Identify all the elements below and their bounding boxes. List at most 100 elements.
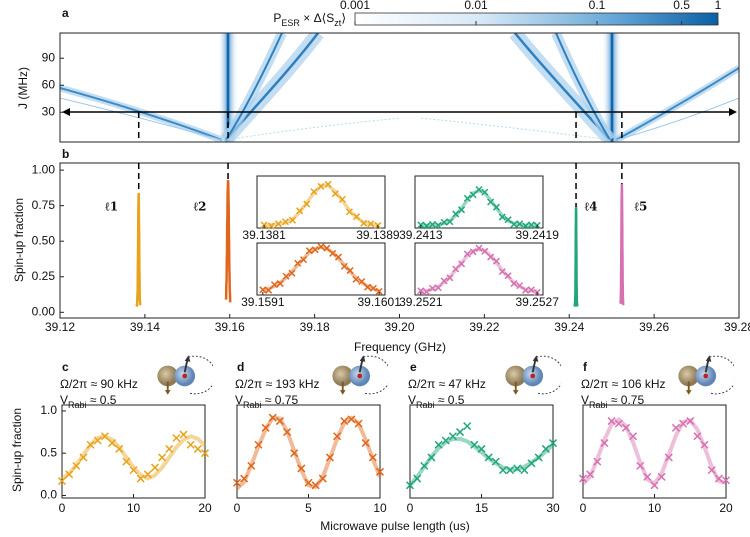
inset-point	[498, 268, 506, 276]
data-point	[664, 453, 673, 462]
y-tick-label: 1.0	[40, 403, 57, 417]
y-axis-label: Spin-up fraction	[12, 198, 26, 282]
y-tick-label: 0.00	[32, 304, 56, 318]
inset-point	[510, 280, 518, 288]
data-point	[297, 464, 306, 473]
data-point	[707, 466, 716, 475]
text-part: zt	[334, 18, 342, 28]
inset-point	[369, 284, 377, 292]
inset-point	[423, 222, 431, 230]
data-point	[686, 417, 695, 426]
data-point	[150, 463, 159, 472]
panel-label: a	[62, 6, 69, 20]
data-point	[290, 449, 299, 458]
inset-point	[346, 267, 354, 275]
inset-point	[282, 272, 290, 280]
inset-point	[353, 213, 361, 221]
inset-tick-label: 39.1601	[357, 295, 401, 309]
data-point	[578, 474, 588, 483]
data-point	[548, 439, 558, 448]
inset-point	[259, 286, 267, 294]
inset-point	[434, 221, 442, 229]
data-point	[232, 478, 242, 487]
data-point	[534, 453, 543, 462]
inset-point	[303, 200, 311, 208]
data-point	[275, 417, 284, 426]
x-tick-label: 0	[234, 501, 241, 515]
data-point	[311, 481, 320, 490]
data-point	[448, 432, 457, 441]
inset-point	[504, 216, 512, 224]
inset-point	[417, 287, 425, 295]
inset-point	[527, 286, 535, 294]
spin-icon	[504, 354, 561, 396]
spin-icon	[156, 354, 213, 396]
rabi-label: Ω/2π ≈ 106 kHz	[581, 377, 666, 391]
fit-line	[408, 436, 555, 487]
data-point	[143, 470, 152, 479]
inset-point	[440, 277, 448, 285]
inset-point	[463, 194, 471, 202]
data-point	[427, 453, 436, 462]
inset-point	[334, 253, 342, 261]
data-point	[240, 474, 249, 483]
data-point	[57, 477, 67, 486]
colorbar-tick-label: 0.01	[464, 0, 488, 12]
y-tick-label: 1.00	[32, 162, 56, 176]
data-point	[261, 423, 270, 432]
data-point	[172, 433, 181, 443]
inset-point	[487, 198, 495, 206]
data-point	[405, 481, 415, 490]
data-point	[693, 432, 702, 441]
data-point	[498, 466, 507, 475]
y-tick-label: 0.5	[40, 445, 57, 459]
inset-point	[428, 284, 436, 292]
heatmap	[60, 33, 739, 142]
data-point	[65, 470, 74, 479]
colorbar-tick-label: 1	[715, 0, 722, 12]
x-tick-label: 10	[127, 501, 141, 515]
data-point	[368, 453, 377, 462]
data-point	[650, 481, 659, 490]
data-point	[200, 449, 210, 458]
inset-point	[360, 219, 368, 227]
inset-point	[516, 282, 524, 290]
inset-point	[331, 190, 339, 198]
spin-icon	[331, 354, 388, 396]
data-point	[361, 439, 370, 448]
inset-point	[522, 222, 530, 230]
x-tick-label: 10	[648, 501, 662, 515]
data-point	[643, 472, 652, 481]
inset-point	[364, 283, 372, 291]
rabi-label: Ω/2π ≈ 193 kHz	[235, 377, 320, 391]
panel-label: d	[237, 360, 244, 374]
y-axis-label: Spin-up fraction	[10, 408, 24, 492]
x-tick-label: 0	[407, 501, 414, 515]
inset-point	[440, 218, 448, 226]
data-point	[179, 430, 188, 439]
spin-icon	[677, 354, 734, 396]
text-part: V	[581, 393, 589, 407]
data-point	[165, 444, 174, 453]
data-point	[621, 423, 630, 432]
inset-point	[296, 207, 304, 215]
data-point	[186, 440, 195, 449]
spectrum-peak	[619, 184, 625, 306]
inset-tick-label: 39.1591	[241, 295, 285, 309]
x-tick-label: 20	[719, 501, 733, 515]
x-tick-label: 0	[580, 501, 587, 515]
y-tick-label: 30	[42, 104, 56, 118]
x-axis-label: Microwave pulse length (us)	[320, 519, 469, 533]
data-point	[700, 440, 709, 449]
data-point	[193, 444, 202, 453]
data-point	[484, 453, 493, 462]
panel-label: f	[583, 360, 588, 374]
text-part: S	[326, 11, 334, 25]
inset-tick-label: 39.2527	[515, 295, 559, 309]
peak-label: ℓ1	[104, 200, 118, 214]
inset-point	[487, 253, 495, 261]
data-point	[541, 444, 550, 453]
visibility-label: VRabi ≈ 0.5	[408, 393, 465, 410]
inset-point	[446, 274, 454, 282]
